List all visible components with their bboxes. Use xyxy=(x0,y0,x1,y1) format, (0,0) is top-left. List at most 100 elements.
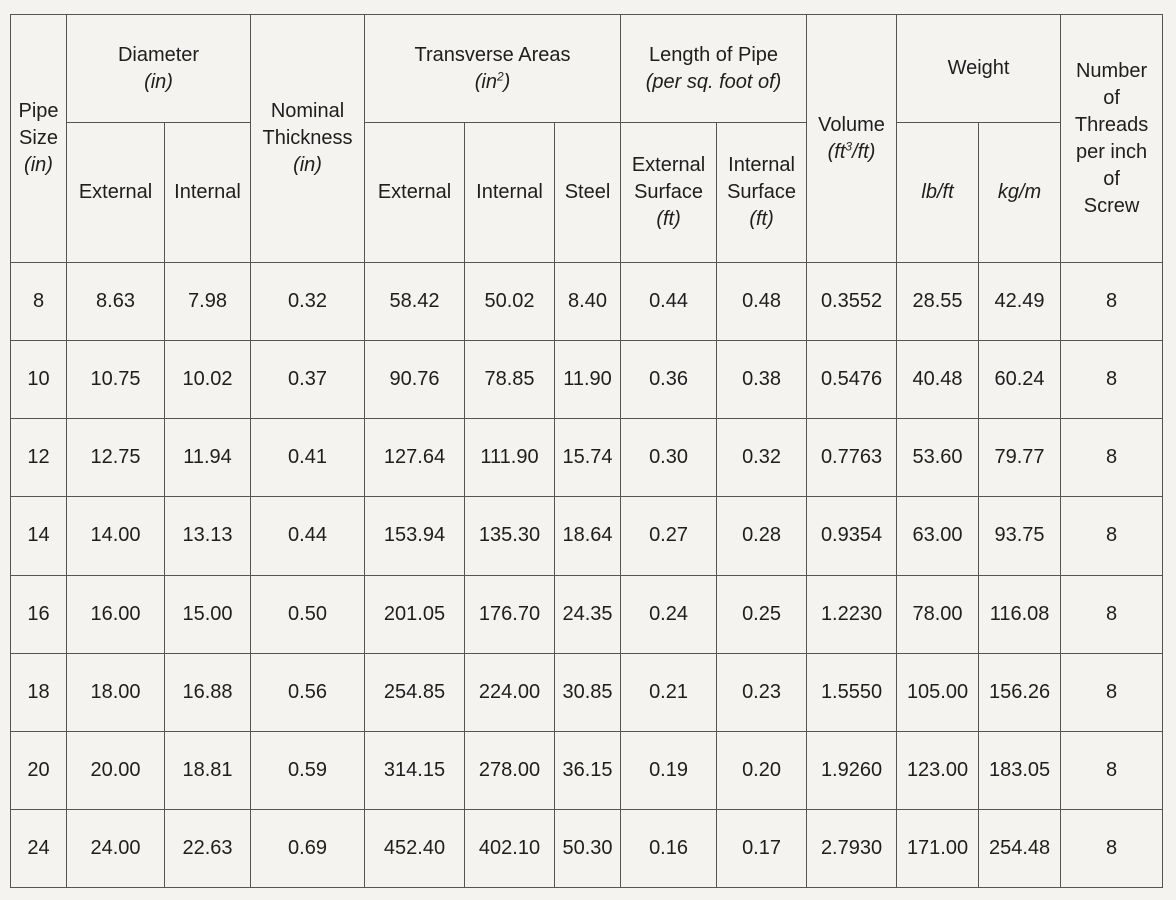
cell-volume: 1.2230 xyxy=(806,574,898,654)
cell-diameter-external: 24.00 xyxy=(66,808,165,889)
cell-area-internal: 111.90 xyxy=(464,418,556,498)
cell-volume: 1.5550 xyxy=(806,652,898,732)
cell-nominal-thickness: 0.59 xyxy=(250,730,366,810)
cell-threads-per-inch: 8 xyxy=(1060,340,1164,420)
cell-area-steel: 8.40 xyxy=(554,261,622,342)
header-length-external-surface: External Surface (ft) xyxy=(620,122,718,263)
cell-area-external: 153.94 xyxy=(364,496,466,576)
header-weight-title: Weight xyxy=(947,57,1010,79)
cell-length-internal-surface: 0.20 xyxy=(716,730,808,810)
header-weight-lbft: lb/ft xyxy=(896,122,980,263)
header-area-internal: Internal xyxy=(464,122,556,263)
header-volume: Volume (ft3/ft) xyxy=(806,14,898,263)
cell-length-external-surface: 0.30 xyxy=(620,418,718,498)
header-threads: Number of Threads per inch of Screw xyxy=(1060,14,1164,263)
header-diameter: Diameter (in) xyxy=(65,14,252,123)
cell-area-external: 452.40 xyxy=(364,808,466,889)
cell-threads-per-inch: 8 xyxy=(1060,496,1164,576)
cell-length-internal-surface: 0.23 xyxy=(716,652,808,732)
cell-diameter-internal: 7.98 xyxy=(163,261,252,342)
cell-area-external: 314.15 xyxy=(364,730,466,810)
cell-length-external-surface: 0.16 xyxy=(620,808,718,889)
table-row: 24 24.00 22.63 0.69 452.40 402.10 50.30 0.16 0.1… xyxy=(10,808,1164,889)
cell-diameter-external: 10.75 xyxy=(66,340,165,420)
cell-nominal-thickness: 0.50 xyxy=(250,574,366,654)
cell-diameter-external: 16.00 xyxy=(66,574,165,654)
header-diameter-unit: (in) xyxy=(144,70,173,93)
header-length-int-l1: Internal xyxy=(728,154,795,176)
cell-threads-per-inch: 8 xyxy=(1060,808,1164,889)
header-threads-l5: of xyxy=(1103,167,1120,190)
header-length-sub: (per sq. foot of) xyxy=(645,70,782,93)
cell-length-external-surface: 0.44 xyxy=(620,261,718,342)
cell-weight-kgm: 183.05 xyxy=(978,730,1062,810)
cell-diameter-internal: 15.00 xyxy=(163,574,252,654)
cell-length-external-surface: 0.27 xyxy=(620,496,718,576)
header-threads-l6: Screw xyxy=(1083,194,1140,217)
cell-area-internal: 402.10 xyxy=(464,808,556,889)
header-area-steel: Steel xyxy=(554,122,622,263)
cell-diameter-internal: 13.13 xyxy=(163,496,252,576)
cell-weight-lbft: 40.48 xyxy=(896,340,980,420)
cell-area-steel: 15.74 xyxy=(554,418,622,498)
cell-area-external: 254.85 xyxy=(364,652,466,732)
cell-area-external: 127.64 xyxy=(364,418,466,498)
cell-length-internal-surface: 0.25 xyxy=(716,574,808,654)
cell-area-internal: 78.85 xyxy=(464,340,556,420)
cell-pipe-size: 20 xyxy=(10,730,67,810)
cell-pipe-size: 14 xyxy=(10,496,67,576)
cell-volume: 0.9354 xyxy=(806,496,898,576)
header-length-ext-l1: External xyxy=(631,154,706,176)
cell-weight-lbft: 105.00 xyxy=(896,652,980,732)
header-diameter-title: Diameter xyxy=(117,43,200,66)
cell-weight-kgm: 254.48 xyxy=(978,808,1062,889)
header-weight-kgm: kg/m xyxy=(978,122,1062,263)
cell-threads-per-inch: 8 xyxy=(1060,730,1164,810)
header-transverse-unit-sup: 2 xyxy=(496,68,504,83)
cell-length-external-surface: 0.21 xyxy=(620,652,718,732)
cell-weight-kgm: 116.08 xyxy=(978,574,1062,654)
cell-length-internal-surface: 0.48 xyxy=(716,261,808,342)
cell-length-internal-surface: 0.28 xyxy=(716,496,808,576)
cell-diameter-internal: 18.81 xyxy=(163,730,252,810)
cell-area-steel: 30.85 xyxy=(554,652,622,732)
cell-pipe-size: 10 xyxy=(10,340,67,420)
header-threads-l1: Number xyxy=(1075,59,1148,82)
cell-nominal-thickness: 0.56 xyxy=(250,652,366,732)
header-nominal-l2: Thickness xyxy=(262,127,353,149)
header-volume-title: Volume xyxy=(818,113,885,136)
header-diameter-internal: Internal xyxy=(163,122,252,263)
cell-area-internal: 224.00 xyxy=(464,652,556,732)
header-length-title: Length of Pipe xyxy=(649,43,779,66)
cell-weight-lbft: 78.00 xyxy=(896,574,980,654)
cell-area-external: 201.05 xyxy=(364,574,466,654)
cell-nominal-thickness: 0.37 xyxy=(250,340,366,420)
header-length-ext-l2: Surface xyxy=(634,181,703,203)
cell-weight-lbft: 28.55 xyxy=(896,261,980,342)
cell-threads-per-inch: 8 xyxy=(1060,652,1164,732)
header-volume-unit-sup: 3 xyxy=(845,138,853,153)
header-threads-l2: of xyxy=(1103,86,1120,109)
cell-area-internal: 135.30 xyxy=(464,496,556,576)
header-transverse-unit-post: ) xyxy=(503,70,511,93)
cell-pipe-size: 18 xyxy=(10,652,67,732)
cell-area-steel: 50.30 xyxy=(554,808,622,889)
header-nominal-l1: Nominal xyxy=(270,100,345,122)
cell-area-steel: 24.35 xyxy=(554,574,622,654)
cell-length-external-surface: 0.19 xyxy=(620,730,718,810)
cell-length-internal-surface: 0.38 xyxy=(716,340,808,420)
header-length-internal-surface: Internal Surface (ft) xyxy=(716,122,808,263)
cell-diameter-internal: 11.94 xyxy=(163,418,252,498)
cell-volume: 0.5476 xyxy=(806,340,898,420)
cell-weight-lbft: 171.00 xyxy=(896,808,980,889)
header-volume-unit-pre: (ft xyxy=(827,140,846,163)
cell-area-internal: 176.70 xyxy=(464,574,556,654)
cell-length-internal-surface: 0.32 xyxy=(716,418,808,498)
cell-diameter-internal: 16.88 xyxy=(163,652,252,732)
header-length-of-pipe: Length of Pipe (per sq. foot of) xyxy=(620,14,808,123)
cell-diameter-external: 12.75 xyxy=(66,418,165,498)
cell-area-steel: 18.64 xyxy=(554,496,622,576)
header-transverse-areas: Transverse Areas (in2) xyxy=(364,14,622,123)
header-transverse-title: Transverse Areas xyxy=(414,43,571,66)
header-nominal-thickness: Nominal Thickness (in) xyxy=(250,14,366,263)
